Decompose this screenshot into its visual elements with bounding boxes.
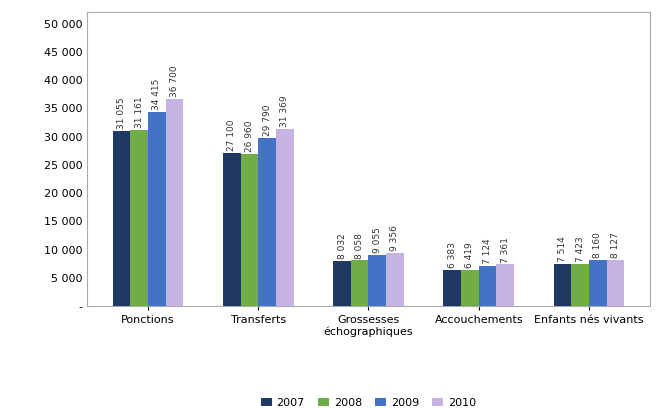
Bar [606, 260, 624, 306]
Text: 7 361: 7 361 [500, 237, 510, 263]
Text: 27 100: 27 100 [227, 120, 237, 151]
Text: 7 423: 7 423 [576, 237, 585, 262]
Bar [148, 111, 165, 306]
Bar [572, 264, 589, 306]
Bar [258, 138, 276, 306]
Bar [386, 253, 404, 306]
Text: 8 127: 8 127 [611, 233, 620, 258]
Bar [496, 264, 514, 306]
Text: 6 419: 6 419 [466, 242, 474, 268]
Bar [165, 99, 184, 306]
Bar [351, 260, 369, 306]
Bar [276, 129, 293, 306]
Text: 29 790: 29 790 [263, 104, 271, 136]
Bar [223, 153, 241, 306]
Bar [589, 260, 606, 306]
Bar [113, 131, 131, 306]
Text: 8 032: 8 032 [338, 233, 346, 259]
Text: 26 960: 26 960 [245, 120, 254, 152]
Bar [241, 154, 258, 306]
Bar [444, 270, 461, 306]
Text: 31 369: 31 369 [280, 95, 289, 127]
Bar [369, 255, 386, 306]
Text: 8 058: 8 058 [355, 233, 364, 259]
Text: 9 356: 9 356 [391, 226, 399, 251]
Text: 7 514: 7 514 [558, 236, 567, 262]
Bar [553, 264, 572, 306]
Text: 34 415: 34 415 [152, 78, 161, 110]
Text: 36 700: 36 700 [170, 65, 179, 97]
Bar [333, 261, 351, 306]
Text: 31 055: 31 055 [117, 97, 126, 129]
Bar [461, 270, 479, 306]
Text: 31 161: 31 161 [135, 97, 143, 128]
Legend: 2007, 2008, 2009, 2010: 2007, 2008, 2009, 2010 [257, 394, 480, 408]
Text: 9 055: 9 055 [373, 227, 382, 253]
Bar [131, 130, 148, 306]
Bar [479, 266, 496, 306]
Text: 7 124: 7 124 [483, 238, 492, 264]
Text: 6 383: 6 383 [448, 242, 457, 268]
Text: 8 160: 8 160 [594, 232, 602, 258]
